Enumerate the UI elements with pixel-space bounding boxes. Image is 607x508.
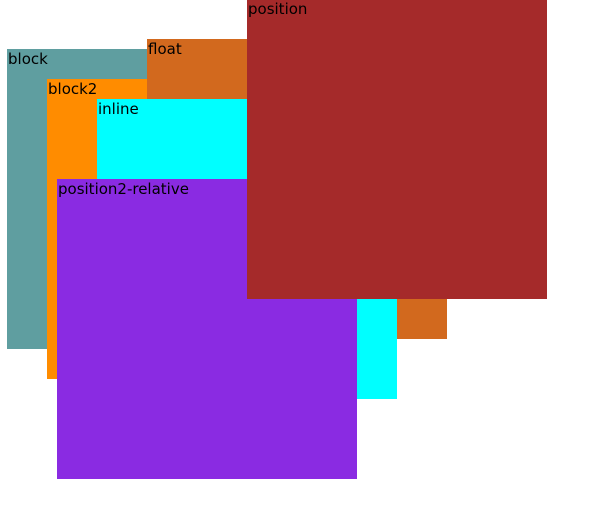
position2-relative-label: position2-relative: [58, 180, 189, 198]
inline-label: inline: [98, 100, 139, 118]
block2-label: block2: [48, 80, 98, 98]
block-label: block: [8, 50, 48, 68]
float-label: float: [148, 40, 182, 58]
position-box: position: [247, 0, 547, 299]
position-label: position: [248, 0, 308, 18]
